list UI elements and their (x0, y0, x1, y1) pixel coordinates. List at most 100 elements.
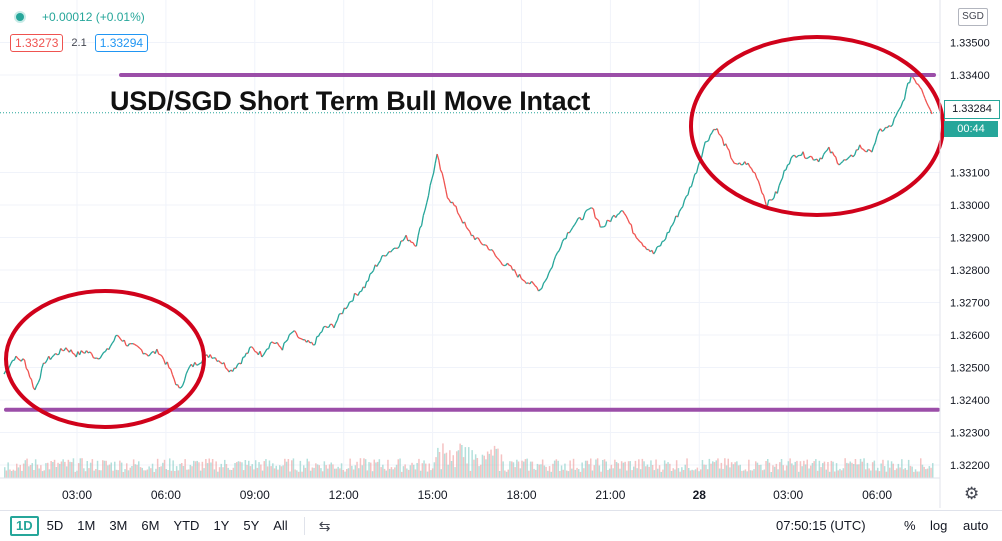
volume-bar (685, 465, 687, 478)
volume-bar (729, 467, 731, 478)
volume-bar (466, 464, 468, 479)
volume-bar (44, 470, 46, 478)
volume-bar (128, 470, 130, 478)
volume-bar (123, 472, 125, 478)
price-segment (238, 363, 240, 364)
range-button-5y[interactable]: 5Y (237, 516, 265, 536)
volume-bar (215, 461, 217, 478)
volume-bar (807, 460, 809, 478)
volume-bar (788, 461, 790, 478)
range-button-all[interactable]: All (267, 516, 293, 536)
utc-clock[interactable]: 07:50:15 (UTC) (776, 518, 866, 533)
volume-bar (83, 468, 85, 478)
volume-bar (771, 472, 773, 478)
volume-bar (343, 470, 345, 478)
volume-bar (600, 472, 602, 478)
volume-bar (877, 468, 879, 478)
volume-bar (246, 465, 248, 478)
volume-bar (686, 458, 688, 478)
range-button-1d[interactable]: 1D (10, 516, 39, 536)
buy-price-button[interactable]: 1.33294 (95, 34, 148, 52)
volume-bar (209, 459, 211, 479)
volume-bar (344, 472, 346, 478)
volume-bar (556, 459, 558, 478)
volume-bar (650, 460, 652, 478)
volume-bar (441, 469, 443, 478)
volume-bar (595, 460, 597, 479)
volume-bar (664, 460, 666, 478)
price-segment (674, 216, 676, 222)
price-segment (868, 149, 870, 150)
volume-bar (789, 458, 791, 478)
volume-bar (171, 471, 173, 478)
log-scale-toggle[interactable]: log (930, 518, 947, 533)
price-segment (138, 347, 140, 349)
auto-scale-toggle[interactable]: auto (963, 518, 988, 533)
price-segment (9, 364, 11, 368)
price-segment (178, 385, 180, 388)
volume-bar (227, 468, 229, 478)
volume-bar (851, 463, 853, 478)
range-button-5d[interactable]: 5D (41, 516, 70, 536)
price-segment (111, 343, 113, 346)
price-segment (808, 156, 810, 157)
volume-bar (497, 449, 499, 478)
price-segment (752, 169, 754, 173)
volume-bar (178, 470, 180, 478)
range-button-6m[interactable]: 6M (135, 516, 165, 536)
volume-bar (753, 469, 755, 478)
volume-bar (174, 471, 176, 478)
price-segment (915, 80, 917, 84)
price-segment (391, 250, 393, 252)
price-segment (630, 223, 632, 224)
price-segment (685, 196, 687, 200)
volume-bar (169, 458, 171, 478)
price-segment (252, 347, 254, 349)
volume-bar (746, 471, 748, 478)
volume-bar (470, 471, 472, 478)
price-segment (678, 212, 680, 218)
volume-bar (401, 472, 403, 478)
compare-icon[interactable]: ⇆ (319, 518, 331, 535)
volume-bar (607, 470, 609, 478)
volume-bar (28, 466, 30, 478)
price-segment (633, 233, 635, 234)
volume-bar (303, 465, 305, 478)
volume-bar (416, 463, 418, 478)
percent-scale-toggle[interactable]: % (904, 518, 916, 533)
price-segment (104, 352, 106, 353)
range-button-3m[interactable]: 3M (103, 516, 133, 536)
volume-bar (126, 463, 128, 478)
price-chart[interactable]: 1.335001.334001.332841.331001.330001.329… (0, 0, 1002, 510)
price-segment (392, 248, 394, 250)
volume-bar (824, 462, 826, 478)
volume-bar (473, 460, 475, 478)
range-button-ytd[interactable]: YTD (167, 516, 205, 536)
volume-bar (100, 470, 102, 478)
price-segment (284, 342, 286, 343)
price-segment (269, 343, 271, 349)
price-segment (688, 187, 690, 194)
sell-price-button[interactable]: 1.33273 (10, 34, 63, 52)
volume-bar (403, 466, 405, 478)
gear-icon[interactable]: ⚙ (964, 484, 979, 504)
price-segment (313, 345, 315, 346)
price-segment (846, 159, 848, 161)
volume-bar (630, 461, 632, 478)
volume-bar (288, 459, 290, 478)
volume-bar (702, 460, 704, 478)
price-segment (631, 225, 633, 234)
volume-bar (645, 466, 647, 478)
price-segment (843, 160, 845, 162)
volume-bar (102, 460, 104, 478)
volume-bar (380, 467, 382, 478)
volume-bar (652, 465, 654, 478)
volume-bar (260, 465, 262, 479)
price-segment (757, 178, 759, 181)
range-button-1y[interactable]: 1Y (207, 516, 235, 536)
price-segment (599, 221, 601, 228)
price-segment (893, 119, 895, 125)
volume-bar (762, 470, 764, 478)
range-button-1m[interactable]: 1M (71, 516, 101, 536)
volume-bar (71, 462, 73, 478)
